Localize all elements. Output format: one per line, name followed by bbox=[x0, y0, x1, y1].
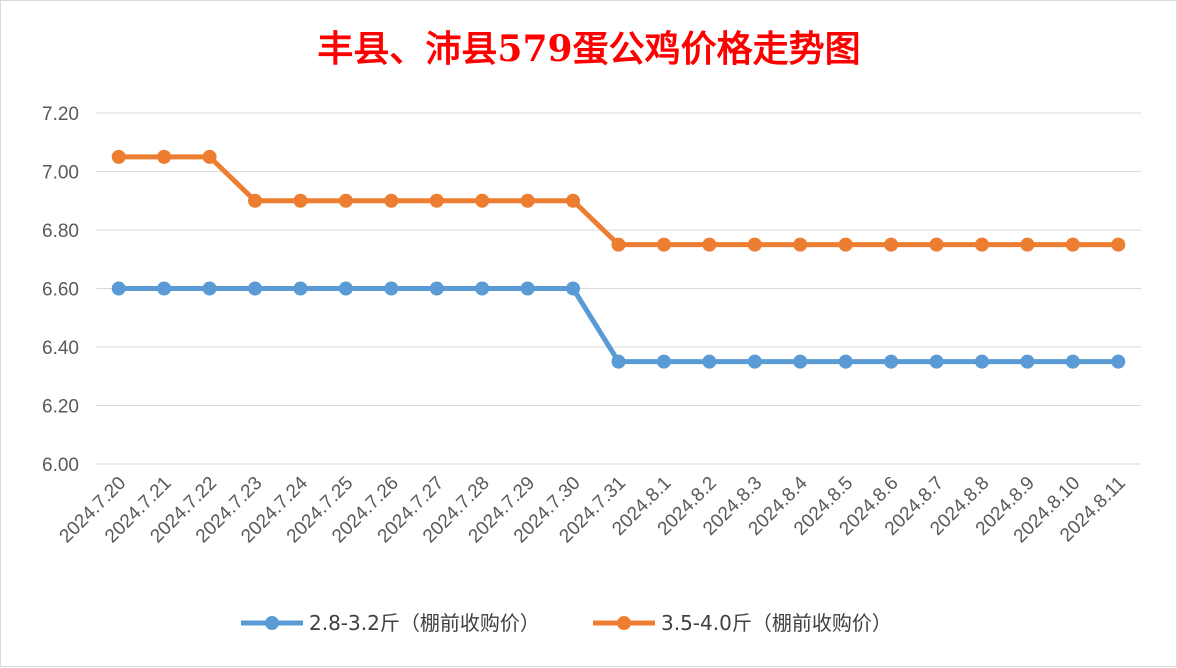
data-point bbox=[293, 193, 308, 208]
data-point bbox=[747, 237, 762, 252]
data-point bbox=[929, 237, 944, 252]
data-point bbox=[520, 193, 535, 208]
data-point bbox=[1065, 237, 1080, 252]
data-point bbox=[974, 237, 989, 252]
legend-label: 2.8-3.2斤（棚前收购价） bbox=[309, 611, 540, 635]
data-point bbox=[929, 354, 944, 369]
data-point bbox=[974, 354, 989, 369]
data-point bbox=[293, 281, 308, 296]
legend-marker bbox=[265, 616, 279, 630]
legend-label: 3.5-4.0斤（棚前收购价） bbox=[661, 611, 892, 635]
y-tick-label: 6.40 bbox=[42, 338, 79, 359]
data-point bbox=[793, 237, 808, 252]
legend-item: 2.8-3.2斤（棚前收购价） bbox=[241, 611, 540, 635]
data-point bbox=[838, 237, 853, 252]
data-point bbox=[429, 281, 444, 296]
data-point bbox=[111, 281, 126, 296]
x-axis: 2024.7.202024.7.212024.7.222024.7.232024… bbox=[56, 472, 1130, 547]
legend-marker bbox=[617, 616, 631, 630]
data-point bbox=[884, 237, 899, 252]
data-point bbox=[1111, 354, 1126, 369]
data-point bbox=[202, 149, 217, 164]
data-point bbox=[702, 237, 717, 252]
data-point bbox=[157, 149, 172, 164]
y-tick-label: 6.80 bbox=[42, 221, 79, 242]
series-line bbox=[116, 154, 1121, 248]
y-tick-label: 6.00 bbox=[42, 455, 79, 476]
data-point bbox=[384, 281, 399, 296]
data-point bbox=[702, 354, 717, 369]
data-point bbox=[1111, 237, 1126, 252]
y-tick-label: 6.20 bbox=[42, 397, 79, 418]
data-point bbox=[475, 281, 490, 296]
chart-title: 丰县、沛县579蛋公鸡价格走势图 bbox=[317, 28, 860, 70]
data-point bbox=[338, 281, 353, 296]
data-point bbox=[248, 193, 263, 208]
y-tick-label: 7.00 bbox=[42, 163, 79, 184]
data-point bbox=[566, 281, 581, 296]
data-point bbox=[157, 281, 172, 296]
y-tick-label: 6.60 bbox=[42, 280, 79, 301]
data-point bbox=[520, 281, 535, 296]
series-2 bbox=[111, 149, 1126, 252]
data-point bbox=[1020, 237, 1035, 252]
data-point bbox=[793, 354, 808, 369]
legend-item: 3.5-4.0斤（棚前收购价） bbox=[593, 611, 892, 635]
series-1 bbox=[111, 281, 1126, 369]
series-line bbox=[116, 286, 1121, 365]
y-axis: 6.00 6.20 6.40 6.60 6.80 7.00 7.20 bbox=[42, 104, 79, 476]
data-point bbox=[202, 281, 217, 296]
data-point bbox=[611, 354, 626, 369]
data-point bbox=[656, 354, 671, 369]
series-layer bbox=[111, 149, 1126, 369]
data-point bbox=[475, 193, 490, 208]
data-point bbox=[838, 354, 853, 369]
data-point bbox=[611, 237, 626, 252]
data-point bbox=[566, 193, 581, 208]
data-point bbox=[429, 193, 444, 208]
data-point bbox=[1065, 354, 1080, 369]
data-point bbox=[111, 149, 126, 164]
data-point bbox=[338, 193, 353, 208]
data-point bbox=[747, 354, 762, 369]
data-point bbox=[884, 354, 899, 369]
data-point bbox=[656, 237, 671, 252]
data-point bbox=[1020, 354, 1035, 369]
y-tick-label: 7.20 bbox=[42, 104, 79, 125]
data-point bbox=[384, 193, 399, 208]
data-point bbox=[248, 281, 263, 296]
legend: 2.8-3.2斤（棚前收购价） 3.5-4.0斤（棚前收购价） bbox=[241, 611, 892, 635]
